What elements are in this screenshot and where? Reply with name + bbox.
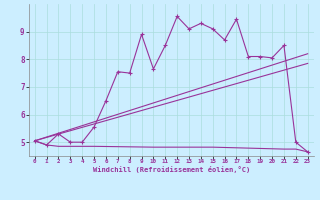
X-axis label: Windchill (Refroidissement éolien,°C): Windchill (Refroidissement éolien,°C)	[92, 166, 250, 173]
